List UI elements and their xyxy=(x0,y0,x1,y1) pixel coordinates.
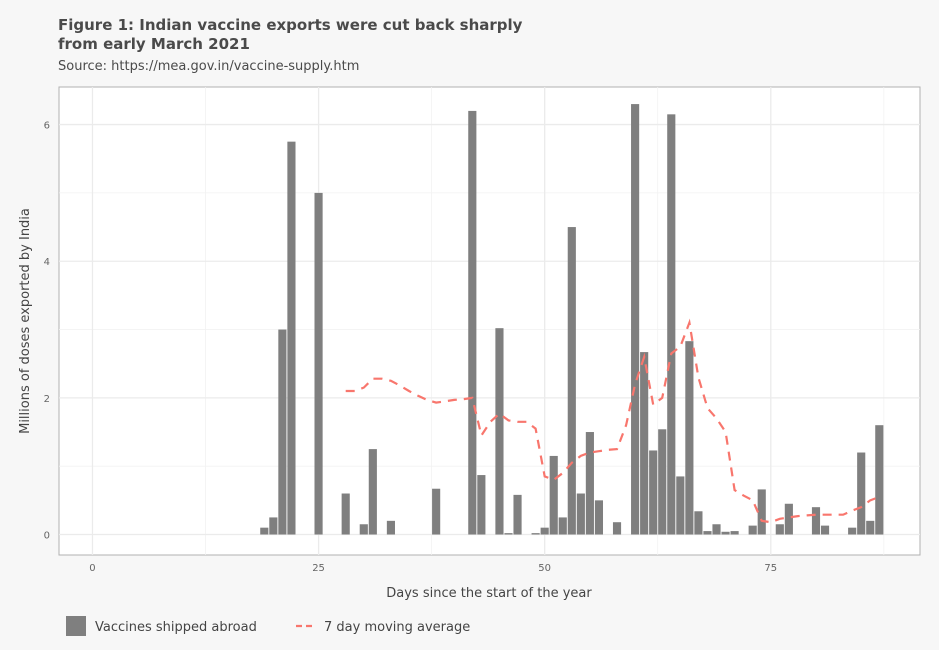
bar xyxy=(513,494,522,535)
bar xyxy=(730,531,739,535)
x-tick-label: 25 xyxy=(312,563,325,574)
grid-lines xyxy=(59,87,920,555)
bar xyxy=(576,493,585,535)
legend-line-label: 7 day moving average xyxy=(324,620,470,635)
bar xyxy=(712,524,721,535)
bar xyxy=(784,503,793,535)
x-axis-label: Days since the start of the year xyxy=(386,586,592,601)
y-tick-label: 6 xyxy=(44,121,50,132)
bar xyxy=(694,511,703,535)
bar xyxy=(631,104,640,535)
bar xyxy=(468,110,477,535)
bar xyxy=(685,341,694,535)
bar xyxy=(875,425,884,535)
bar xyxy=(866,520,875,535)
bar xyxy=(260,527,269,535)
bar xyxy=(748,525,757,535)
bar xyxy=(477,475,486,535)
bar xyxy=(820,525,830,535)
bar xyxy=(368,449,377,535)
bar xyxy=(504,533,513,535)
chart-title-line2: from early March 2021 xyxy=(58,35,250,53)
bar xyxy=(359,524,368,535)
chart-subtitle: Source: https://mea.gov.in/vaccine-suppl… xyxy=(58,59,359,74)
bars xyxy=(260,104,884,535)
bar xyxy=(269,517,278,535)
bar xyxy=(341,493,350,535)
y-axis-label: Millions of doses exported by India xyxy=(18,208,33,434)
bar xyxy=(775,524,784,535)
bar xyxy=(585,432,594,535)
legend: Vaccines shipped abroad 7 day moving ave… xyxy=(66,616,470,636)
y-tick-label: 4 xyxy=(44,257,50,268)
moving-average-line xyxy=(345,318,880,524)
bar xyxy=(703,531,712,535)
bar xyxy=(676,476,685,535)
bar xyxy=(558,517,567,535)
y-tick-label: 0 xyxy=(44,531,50,542)
y-tick-label: 2 xyxy=(44,394,50,405)
bar xyxy=(757,489,766,535)
bar xyxy=(278,329,287,535)
bar xyxy=(658,429,667,535)
bar xyxy=(287,141,296,535)
bar xyxy=(640,352,649,535)
x-tick-label: 50 xyxy=(538,563,551,574)
bar xyxy=(314,192,323,535)
bar xyxy=(667,114,676,535)
bar xyxy=(857,452,866,535)
bar xyxy=(594,500,604,535)
bar xyxy=(549,455,558,535)
bar xyxy=(531,533,540,535)
bar xyxy=(612,522,622,535)
bar xyxy=(811,507,821,535)
bar xyxy=(432,488,441,535)
bar xyxy=(495,328,504,535)
chart-title-line1: Figure 1: Indian vaccine exports were cu… xyxy=(58,16,523,34)
axis-ticks: 0 25 50 75 0 2 4 6 xyxy=(44,121,778,574)
bar xyxy=(649,450,658,535)
bar xyxy=(721,531,730,535)
x-tick-label: 0 xyxy=(89,563,95,574)
bar xyxy=(848,527,857,535)
bar xyxy=(386,520,395,535)
plot-panel xyxy=(58,86,921,556)
x-tick-label: 75 xyxy=(764,563,777,574)
bar xyxy=(540,527,549,535)
bar xyxy=(567,227,576,535)
legend-bar-swatch xyxy=(66,616,86,636)
legend-bar-label: Vaccines shipped abroad xyxy=(95,620,257,635)
